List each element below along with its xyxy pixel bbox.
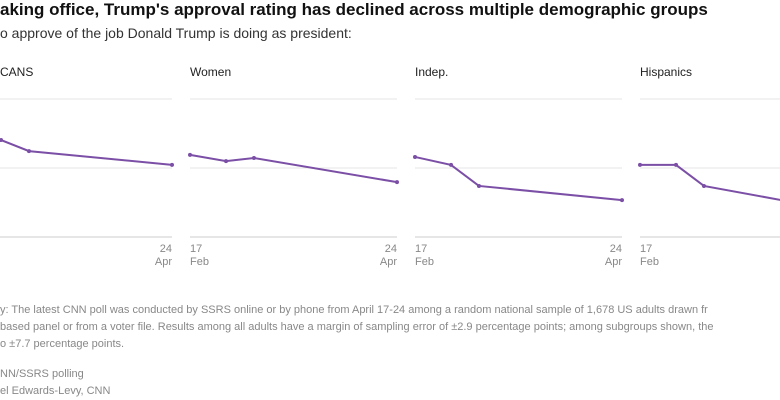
point: [674, 162, 679, 167]
point: [170, 162, 174, 167]
point: [395, 180, 399, 185]
panel-title: Indep.: [415, 65, 449, 79]
footnote: based panel or from a voter file. Result…: [0, 321, 714, 333]
point: [251, 155, 256, 160]
source: el Edwards-Levy, CNN: [0, 385, 111, 397]
footnote: o ±7.7 percentage points.: [0, 338, 125, 350]
point: [26, 149, 31, 154]
panel-title: Hispanics: [640, 65, 693, 79]
point: [620, 198, 624, 203]
footnote: y: The latest CNN poll was conducted by …: [0, 304, 708, 316]
x-tick-label: 24 Apr: [154, 243, 172, 268]
series-line: [0, 139, 173, 166]
x-tick-label: 17 Feb: [415, 243, 434, 268]
point: [224, 159, 229, 164]
panel-title: CANS: [0, 65, 34, 79]
series-line: [414, 155, 623, 202]
point: [449, 162, 454, 167]
panel-title: Women: [190, 65, 232, 79]
point: [476, 183, 481, 188]
series-line: [640, 163, 780, 201]
point: [638, 162, 642, 167]
x-tick-label: 17 Feb: [190, 243, 209, 268]
point: [188, 152, 192, 157]
title: aking office, Trump's approval rating ha…: [0, 0, 708, 19]
x-tick-label: 24 Apr: [379, 243, 397, 268]
x-tick-label: 17 Feb: [640, 243, 659, 268]
series-line: [189, 153, 398, 184]
point: [413, 154, 417, 159]
subtitle: o approve of the job Donald Trump is doi…: [0, 25, 352, 41]
point: [0, 138, 4, 143]
x-tick-label: 24 Apr: [604, 243, 622, 268]
point: [701, 183, 706, 188]
source: NN/SSRS polling: [0, 368, 84, 380]
